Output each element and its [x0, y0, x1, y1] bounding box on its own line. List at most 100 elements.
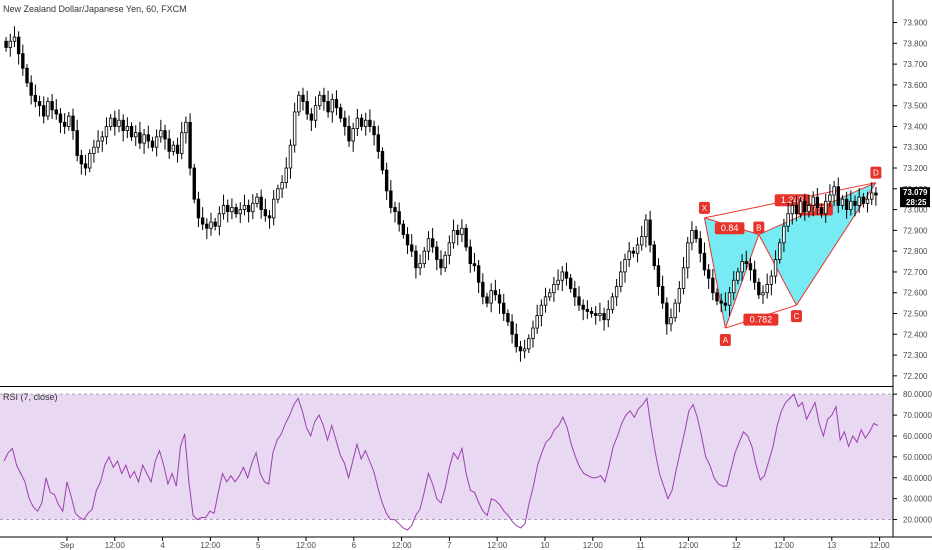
- time-tick-label: 12:00: [487, 541, 508, 550]
- candle-body: [267, 215, 272, 219]
- candle-body: [104, 126, 109, 138]
- candle-body: [75, 130, 79, 156]
- candle-body: [255, 196, 259, 204]
- candle-body: [874, 192, 878, 196]
- point-label-b-box: [753, 221, 765, 234]
- time-tick-label: 12:00: [870, 541, 891, 550]
- price-tick-label: 72.600: [903, 289, 928, 298]
- time-tick-label: 13: [827, 541, 836, 550]
- candle-body: [715, 292, 719, 302]
- candle-body: [460, 227, 464, 235]
- candle-body: [660, 286, 665, 304]
- time-tick-label: 12: [732, 541, 741, 550]
- candle-body: [648, 219, 652, 246]
- candle-body: [870, 192, 874, 200]
- candle-body: [192, 167, 196, 200]
- candle-body: [146, 134, 150, 142]
- candle-body: [221, 205, 226, 215]
- rsi-axis[interactable]: 80.0000 70.0000 60.0000 50.0000 40.0000 30.00…: [893, 390, 932, 525]
- candle-body: [330, 99, 334, 113]
- ratio-label-xb-box: [714, 222, 745, 235]
- candle-body: [522, 348, 527, 352]
- price-tick-label: 72.500: [903, 309, 928, 318]
- candle-body: [552, 284, 556, 294]
- rsi-tick-label: 80.0000: [903, 390, 932, 399]
- time-tick-label: 7: [447, 541, 452, 550]
- point-label-c: C: [794, 312, 800, 321]
- candle-body: [502, 302, 506, 314]
- candle-body: [272, 198, 276, 219]
- candle-body: [196, 198, 201, 219]
- candle-body: [25, 67, 29, 84]
- candle-body: [644, 219, 648, 238]
- candle-body: [631, 250, 636, 254]
- point-label-c-box: [790, 310, 802, 323]
- candle-body: [129, 126, 134, 138]
- candle-body: [744, 261, 748, 265]
- rsi-line: [3, 393, 879, 531]
- candle-body: [857, 196, 861, 206]
- candle-body: [414, 250, 418, 269]
- candle-body: [205, 223, 209, 229]
- candle-body: [125, 126, 130, 132]
- candle-body: [727, 292, 732, 306]
- time-tick-label: 12:00: [200, 541, 221, 550]
- candle-body: [389, 190, 393, 208]
- candle-body: [108, 117, 113, 127]
- candle-body: [573, 288, 577, 298]
- candle-body: [719, 300, 723, 304]
- time-axis[interactable]: Sep 12:00 4 12:00 5 12:00 6 12:00 7 12:00 10 12:00 1…: [60, 537, 890, 550]
- candle-body: [380, 150, 385, 171]
- candle-body: [318, 94, 322, 107]
- price-tick-label: 73.300: [903, 143, 928, 152]
- pattern-leg-ab: [724, 234, 760, 329]
- candle-body: [472, 263, 477, 267]
- price-axis[interactable]: 73.900 73.800 73.700 73.600 73.500 73.400 73.3…: [893, 19, 928, 381]
- candle-body: [686, 242, 690, 269]
- candle-body: [297, 94, 301, 113]
- candle-body: [175, 144, 180, 154]
- current-price-tag: 73.079 28:25: [900, 187, 930, 208]
- price-tick-label: 72.800: [903, 247, 928, 256]
- candle-body: [577, 296, 581, 306]
- candle-body: [263, 209, 268, 217]
- candle-body: [782, 225, 786, 244]
- candle-body: [217, 213, 222, 227]
- candle-body: [226, 205, 230, 213]
- candle-body: [476, 265, 481, 283]
- candle-body: [669, 317, 673, 325]
- candle-body: [773, 259, 778, 277]
- candle-body: [92, 146, 96, 154]
- candle-body: [96, 140, 100, 148]
- candle-body: [778, 242, 782, 260]
- candle-body: [46, 101, 50, 117]
- candle-body: [815, 196, 820, 208]
- candle-body: [309, 113, 314, 121]
- candle-body: [401, 223, 406, 235]
- candle-body: [284, 167, 288, 183]
- candle-body: [539, 304, 544, 316]
- candle-body: [338, 107, 343, 119]
- candle-body: [447, 242, 452, 256]
- candle-body: [832, 186, 836, 196]
- candle-body: [435, 246, 439, 260]
- candle-body: [732, 279, 736, 294]
- candle-body: [71, 115, 75, 132]
- candle-body: [376, 134, 380, 152]
- candle-body: [276, 188, 280, 200]
- candle-body: [736, 271, 740, 281]
- time-tick-label: 12:00: [774, 541, 795, 550]
- candle-body: [200, 217, 205, 225]
- candle-body: [610, 296, 615, 310]
- candle-body: [154, 136, 159, 148]
- candle-body: [548, 292, 552, 298]
- candle-body: [209, 221, 213, 229]
- candle-body: [543, 296, 548, 306]
- price-tick-label: 72.200: [903, 372, 928, 381]
- price-tick-label: 73.700: [903, 60, 928, 69]
- candle-body: [748, 263, 753, 271]
- candle-body: [280, 182, 284, 190]
- ratio-label-ac-box: [743, 313, 779, 326]
- current-price-label: 73.079: [903, 188, 928, 197]
- candle-body: [88, 153, 92, 169]
